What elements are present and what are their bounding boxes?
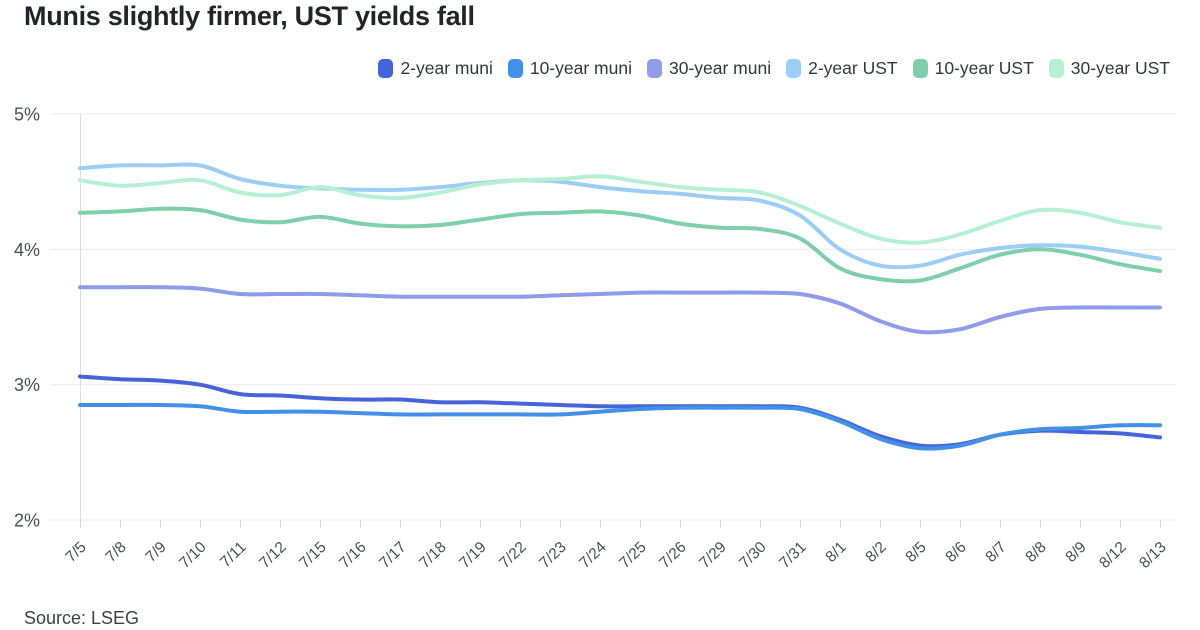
legend-item-2-year-ust: 2-year UST	[786, 57, 898, 79]
series-line-30-year-muni	[78, 285, 1162, 335]
x-axis-label: 7/18	[416, 539, 450, 572]
x-axis-label: 8/1	[822, 539, 849, 566]
x-axis-label: 7/30	[736, 538, 770, 571]
x-axis-label: 7/26	[656, 539, 690, 572]
x-axis-label: 7/17	[376, 539, 410, 572]
x-axis-label: 7/9	[142, 539, 169, 566]
x-axis-label: 7/25	[616, 539, 650, 572]
x-axis-label: 7/23	[536, 539, 570, 572]
series-line-10-year-muni	[78, 402, 1162, 451]
x-axis-label: 7/15	[296, 539, 330, 572]
x-axis-label: 7/24	[576, 538, 610, 571]
x-axis-label: 7/29	[696, 539, 730, 572]
x-axis-label: 7/12	[256, 539, 290, 572]
y-axis-label: 4%	[14, 240, 40, 260]
legend-swatch-icon	[378, 58, 394, 78]
legend-item-30-year-ust: 30-year UST	[1048, 57, 1170, 79]
chart-title: Munis slightly firmer, UST yields fall	[24, 1, 475, 31]
legend-item-10-year-muni: 10-year muni	[507, 57, 632, 79]
legend-label: 10-year muni	[529, 57, 632, 78]
legend-item-10-year-ust: 10-year UST	[912, 57, 1034, 79]
x-axis-label: 8/12	[1096, 539, 1130, 572]
legend-swatch-icon	[646, 58, 662, 78]
legend-swatch-icon	[507, 58, 523, 78]
x-axis-label: 7/5	[62, 539, 89, 566]
x-axis-label: 7/16	[336, 539, 370, 572]
legend-label: 10-year UST	[934, 57, 1034, 78]
line-chart: 5%4%3%2%7/5 7/8 7/9 7/10 7/11 7/12 7/15 7/16 7/1…	[14, 105, 1176, 572]
legend-label: 2-year UST	[808, 57, 898, 78]
chart-legend: 2-year muni 10-year muni 30-year muni 2-yea…	[378, 55, 1170, 81]
x-axis-label: 7/22	[496, 539, 530, 572]
x-axis-label: 8/5	[902, 539, 929, 566]
x-axis-label: 7/19	[456, 539, 490, 572]
y-axis-label: 5%	[14, 105, 40, 125]
source-note: Source: LSEG	[24, 608, 140, 628]
series-line-30-year-ust	[78, 174, 1162, 245]
legend-label: 30-year UST	[1070, 57, 1170, 78]
x-axis-label: 7/11	[217, 539, 250, 571]
legend-swatch-icon	[786, 58, 802, 78]
x-axis-label: 8/8	[1022, 539, 1049, 566]
x-axis-label: 8/9	[1062, 539, 1089, 566]
legend-swatch-icon	[912, 58, 928, 78]
x-axis-label: 8/13	[1136, 539, 1170, 572]
x-axis-label: 8/2	[862, 539, 889, 566]
series-line-2-year-ust	[78, 162, 1162, 270]
x-axis-label: 7/31	[776, 539, 810, 572]
x-axis-label: 8/7	[982, 539, 1009, 566]
x-axis-label: 7/8	[102, 539, 129, 566]
x-axis-label: 7/10	[176, 538, 210, 571]
legend-swatch-icon	[1048, 58, 1064, 78]
legend-item-2-year-muni: 2-year muni	[378, 57, 493, 79]
legend-label: 30-year muni	[668, 57, 772, 78]
legend-label: 2-year muni	[400, 57, 493, 78]
x-axis-label: 8/6	[942, 539, 969, 566]
series-line-10-year-ust	[78, 206, 1162, 284]
y-axis-label: 2%	[14, 510, 40, 530]
y-axis-label: 3%	[14, 375, 40, 395]
legend-item-30-year-muni: 30-year muni	[646, 57, 772, 79]
